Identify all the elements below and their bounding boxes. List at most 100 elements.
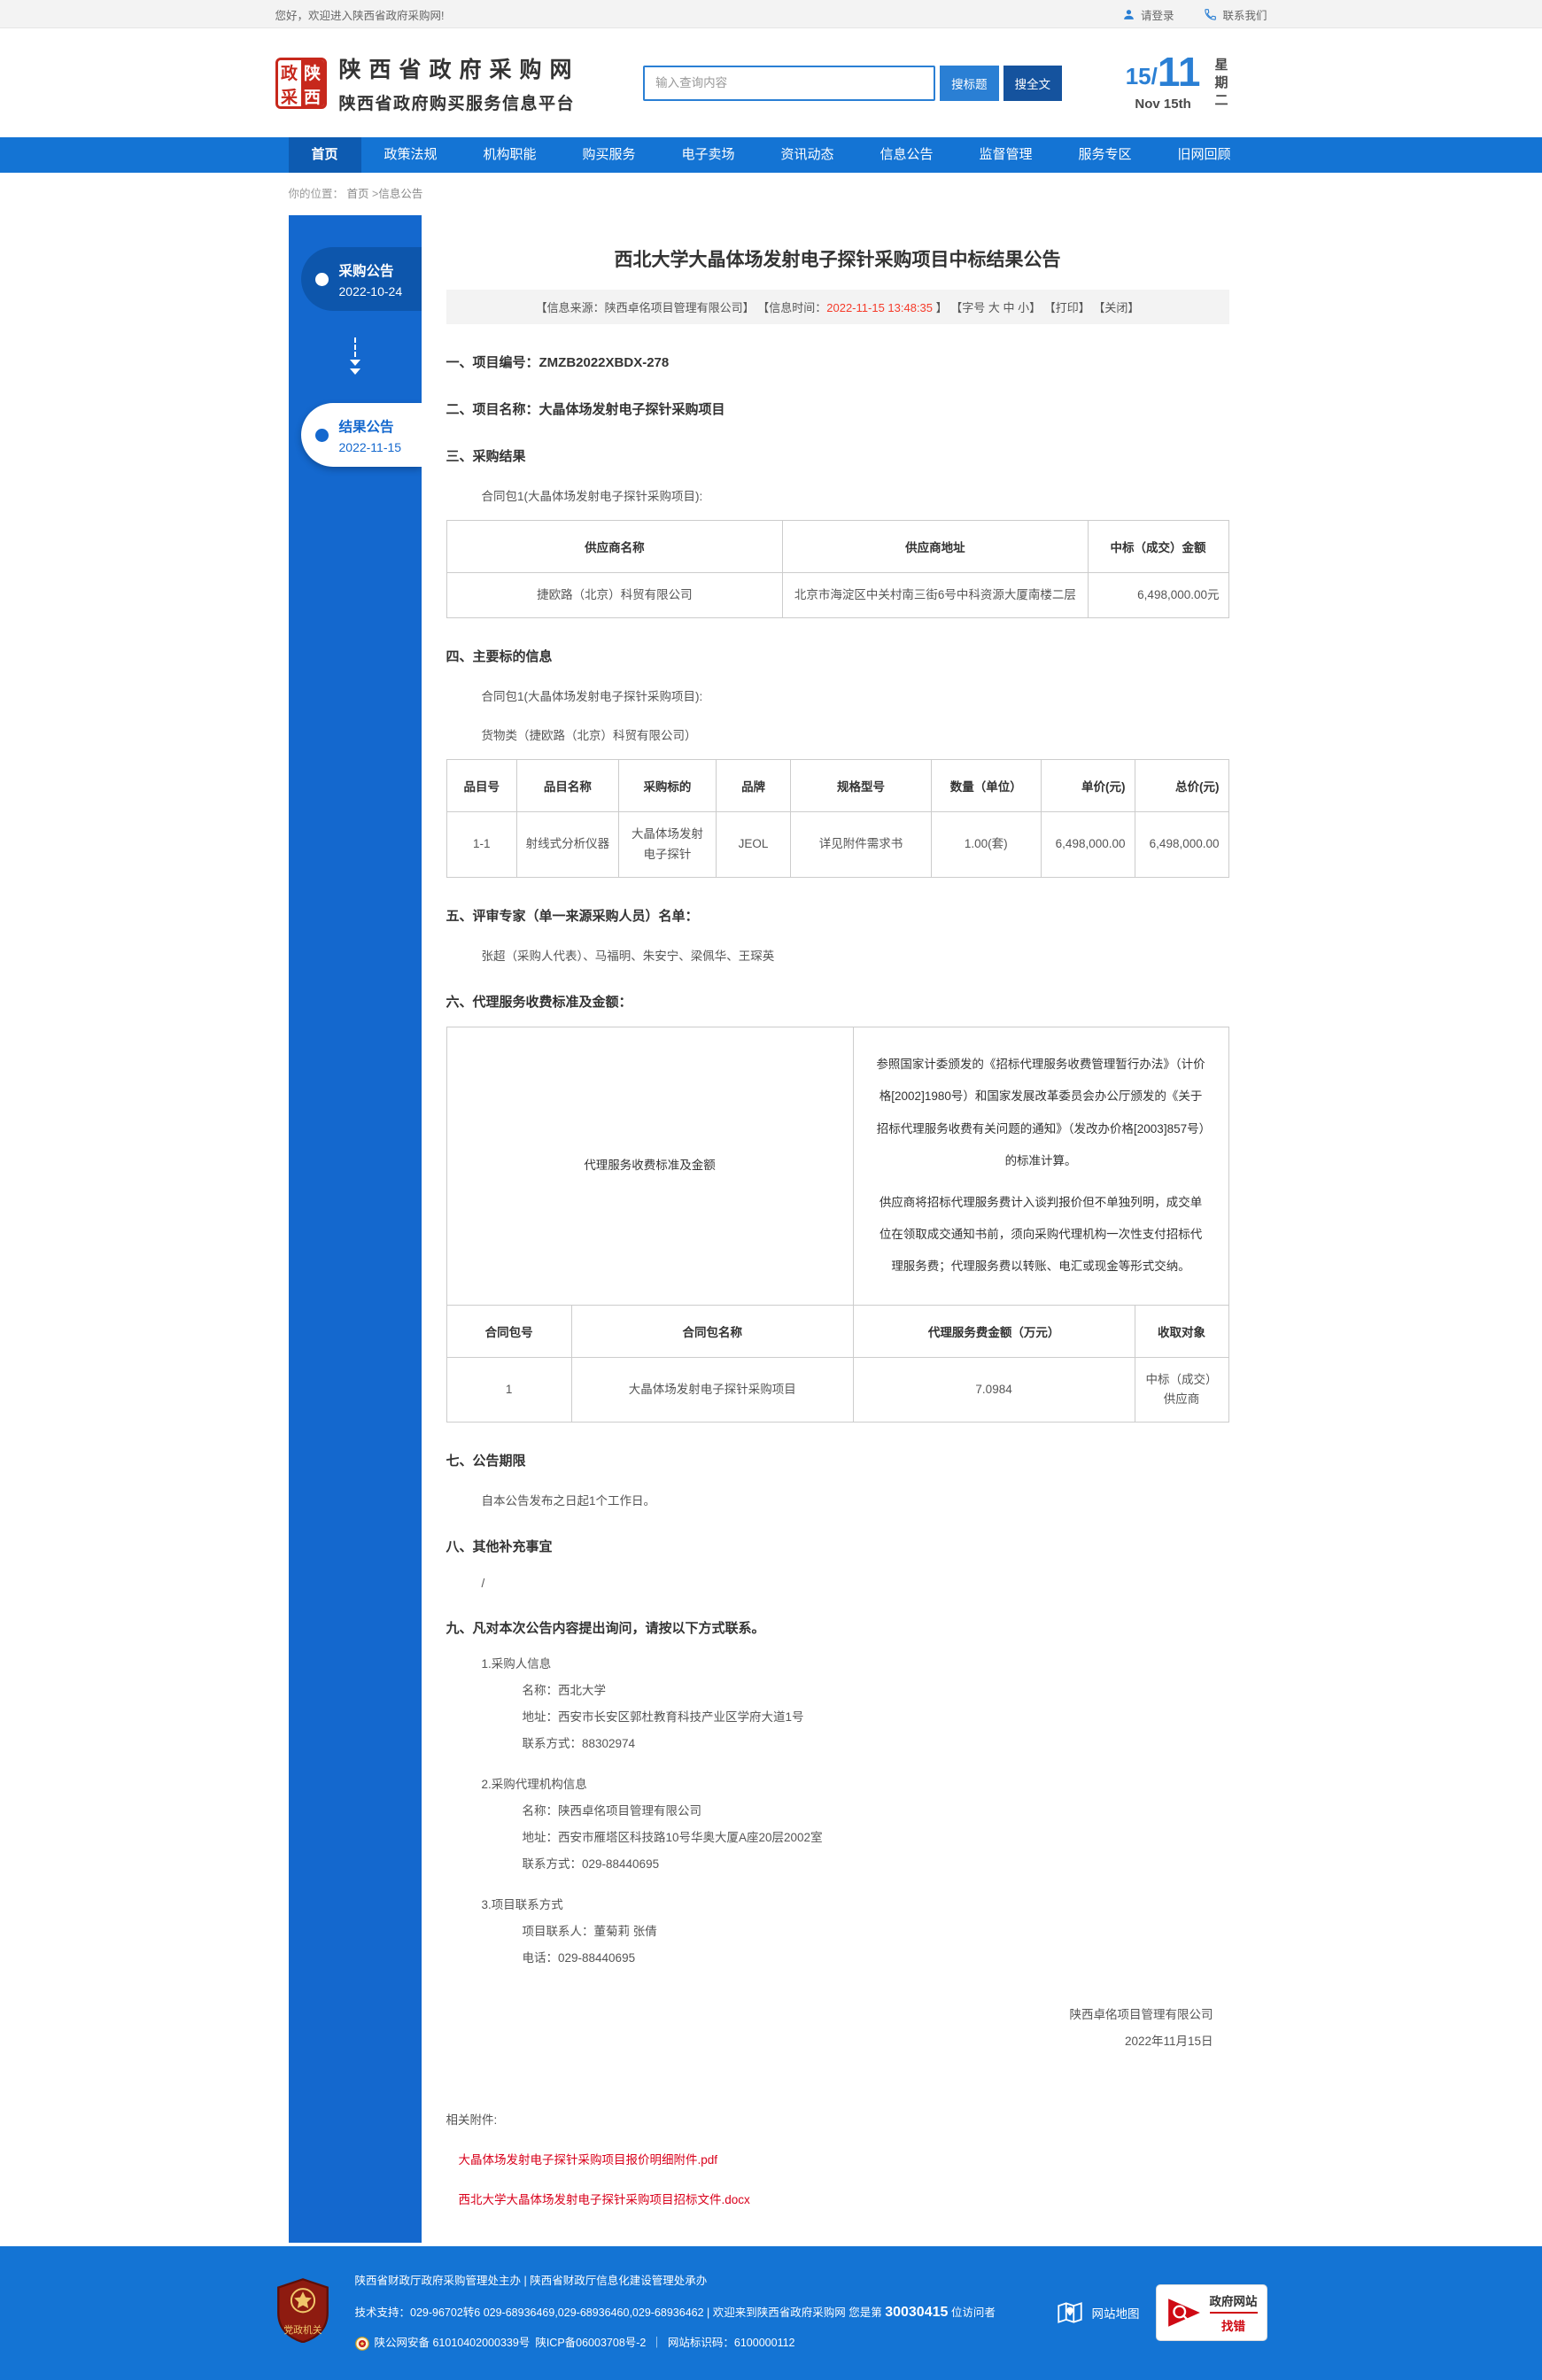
shield-text: 党政机关 [283,2324,322,2336]
site-name: 陕西省政府采购网 [338,57,580,82]
col-unit-price: 单价(元) [1040,759,1135,813]
error-badge-line2: 找错 [1221,2319,1245,2333]
col-subject: 采购标的 [617,759,717,813]
print-button[interactable]: 【打印】 [1043,301,1090,314]
nav-item-home[interactable]: 首页 [288,137,361,173]
search-title-button[interactable]: 搜标题 [940,65,999,101]
cell-award-amount: 6,498,000.00元 [1087,571,1229,619]
col-package-name: 合同包名称 [570,1304,854,1358]
contact-group-title: 2.采购代理机构信息 [481,1778,587,1792]
site-subtitle: 陕西省政府购买服务信息平台 [338,94,576,113]
footer-support-suffix: 位访问者 [950,2306,996,2320]
shield-icon: 党政机关 [276,2278,329,2344]
section-other-heading: 八、其他补充事宜 [446,1539,553,1555]
section-experts-heading: 五、评审专家（单一来源采购人员）名单： [446,908,699,924]
table-row: 代理服务收费标准及金额 参照国家计委颁发的《招标代理服务收费管理暂行办法》（计价… [446,1026,1229,1306]
visitor-count: 30030415 [885,2305,949,2321]
contact-line: 联系方式：029-88440695 [522,1857,660,1872]
breadcrumb-current: 信息公告 [378,188,423,200]
search-fulltext-button[interactable]: 搜全文 [1003,65,1063,101]
cell-total-price: 6,498,000.00 [1134,811,1229,878]
contact-link[interactable]: 联系我们 [1204,6,1267,23]
nav-item-old-site[interactable]: 旧网回顾 [1177,147,1231,162]
site-logo-seal: 政 陕 采 西 [275,57,327,109]
result-table: 供应商名称 供应商地址 中标（成交）金额 捷欧路（北京）科贸有限公司 北京市海淀… [446,520,1229,619]
footer-beian-link[interactable]: 陕公网安备 61010402000339号 [374,2337,531,2350]
footer-support-prefix: 技术支持：029-96702转6 029-68936469,029-689364… [354,2306,882,2320]
cell-package-name: 大晶体场发射电子探针采购项目 [570,1356,854,1423]
contact-group-title: 1.采购人信息 [481,1657,552,1671]
attachments-section: 相关附件: 大晶体场发射电子探针采购项目报价明细附件.pdf 西北大学大晶体场发… [446,2110,1229,2207]
col-item-no: 品目号 [446,759,517,813]
sitemap-link[interactable]: 网站地图 [1055,2298,1140,2328]
cell-spec: 详见附件需求书 [790,811,932,878]
other-text: / [481,1577,485,1591]
timeline-step-date: 2022-10-24 [338,283,403,298]
footer-site-code: 网站标识码：6100000112 [667,2337,795,2350]
col-supplier-address: 供应商地址 [782,520,1089,573]
footer-organizer-line: 陕西省财政厅政府采购管理处主办 | 陕西省财政厅信息化建设管理处承办 [354,2275,708,2288]
timeline-step-label: 结果公告 [338,419,394,435]
nav-item-purchase-service[interactable]: 购买服务 [582,147,636,162]
items-table: 品目号 品目名称 采购标的 品牌 规格型号 数量（单位） 单价(元) 总价(元)… [446,759,1229,878]
col-quantity: 数量（单位） [930,759,1042,813]
font-size-control[interactable]: 【字号 大 中 小】 [950,301,1042,314]
cell-quantity: 1.00(套) [930,811,1042,878]
contact-line: 名称：陕西卓佲项目管理有限公司 [522,1804,702,1818]
nav-item-supervision[interactable]: 监督管理 [979,147,1033,162]
timeline-step-date: 2022-11-15 [338,439,402,454]
section-result-heading: 三、采购结果 [446,449,526,464]
search-bar: 搜标题 搜全文 [643,65,1063,101]
welcome-text: 您好，欢迎进入陕西省政府采购网! [275,9,445,22]
attachment-link-pdf[interactable]: 大晶体场发射电子探针采购项目报价明细附件.pdf [458,2153,718,2167]
close-button[interactable]: 【关闭】 [1093,301,1140,314]
user-icon [1124,9,1134,19]
nav-item-policy[interactable]: 政策法规 [384,147,438,162]
col-fee-amount: 代理服务费金额（万元） [852,1304,1135,1358]
site-header: 政 陕 采 西 陕西省政府采购网 陕西省政府购买服务信息平台 搜标题 搜全文 1… [0,28,1542,137]
breadcrumb-separator: > [372,188,379,200]
timeline-dot [314,428,329,442]
cell-brand: JEOL [716,811,791,878]
nav-item-news[interactable]: 资讯动态 [780,147,834,162]
nav-item-announcements[interactable]: 信息公告 [879,147,934,162]
col-supplier-name: 供应商名称 [446,520,784,573]
breadcrumb-home[interactable]: 首页 [346,188,369,200]
table-row: 捷欧路（北京）科贸有限公司 北京市海淀区中关村南三街6号中科资源大厦南楼二层 6… [446,571,1229,619]
site-footer: 党政机关 陕西省财政厅政府采购管理处主办 | 陕西省财政厅信息化建设管理处承办 … [0,2246,1542,2380]
col-package-no: 合同包号 [446,1304,572,1358]
subject-package-intro: 合同包1(大晶体场发射电子探针采购项目): [481,690,703,704]
error-report-badge[interactable]: 政府网站 找错 [1155,2283,1267,2341]
contact-line: 联系方式：88302974 [522,1737,636,1751]
col-brand: 品牌 [716,759,791,813]
search-input[interactable] [643,65,936,101]
meta-time-open: 【信息时间： [757,301,827,314]
nav-item-service-zone[interactable]: 服务专区 [1078,147,1132,162]
contact-group-title: 3.项目联系方式 [481,1898,563,1912]
error-badge-line1: 政府网站 [1209,2291,1258,2314]
seal-char: 西 [300,83,324,106]
seal-char: 采 [277,83,301,106]
period-text: 自本公告发布之日起1个工作日。 [481,1494,656,1508]
table-row: 1-1 射线式分析仪器 大晶体场发射电子探针 JEOL 详见附件需求书 1.00… [446,811,1229,878]
timeline-sidebar: 采购公告 2022-10-24 结果公告 2022-11-15 [288,215,422,2244]
date-english: Nov 15th [1135,96,1191,112]
attachment-link-docx[interactable]: 西北大学大晶体场发射电子探针采购项目招标文件.docx [458,2193,750,2207]
site-brand[interactable]: 政 陕 采 西 陕西省政府采购网 陕西省政府购买服务信息平台 [275,52,580,114]
col-spec: 规格型号 [790,759,932,813]
breadcrumb-prefix: 你的位置： [288,188,345,200]
login-link[interactable]: 请登录 [1122,6,1174,23]
signature-company: 陕西卓佲项目管理有限公司 [1069,2008,1213,2022]
timeline-step-procurement-notice[interactable]: 采购公告 2022-10-24 [300,247,422,311]
page-title: 西北大学大晶体场发射电子探针采购项目中标结果公告 [614,250,1061,270]
cell-package-no: 1 [446,1356,572,1423]
contact-line: 地址：西安市长安区郭杜教育科技产业区学府大道1号 [522,1710,804,1725]
breadcrumb: 你的位置： 首页 >信息公告 [289,173,1254,215]
fee-desc-paragraph: 供应商将招标代理服务费计入谈判报价但不单独列明，成交单位在领取成交通知书前，须向… [879,1195,1203,1274]
nav-item-functions[interactable]: 机构职能 [483,147,537,162]
timeline-step-result-notice[interactable]: 结果公告 2022-11-15 [300,403,422,467]
phone-icon [1205,8,1217,20]
cell-supplier-name: 捷欧路（北京）科贸有限公司 [446,571,784,619]
agency-fee-table: 代理服务收费标准及金额 参照国家计委颁发的《招标代理服务收费管理暂行办法》（计价… [446,1026,1229,1423]
nav-item-emall[interactable]: 电子卖场 [681,147,735,162]
